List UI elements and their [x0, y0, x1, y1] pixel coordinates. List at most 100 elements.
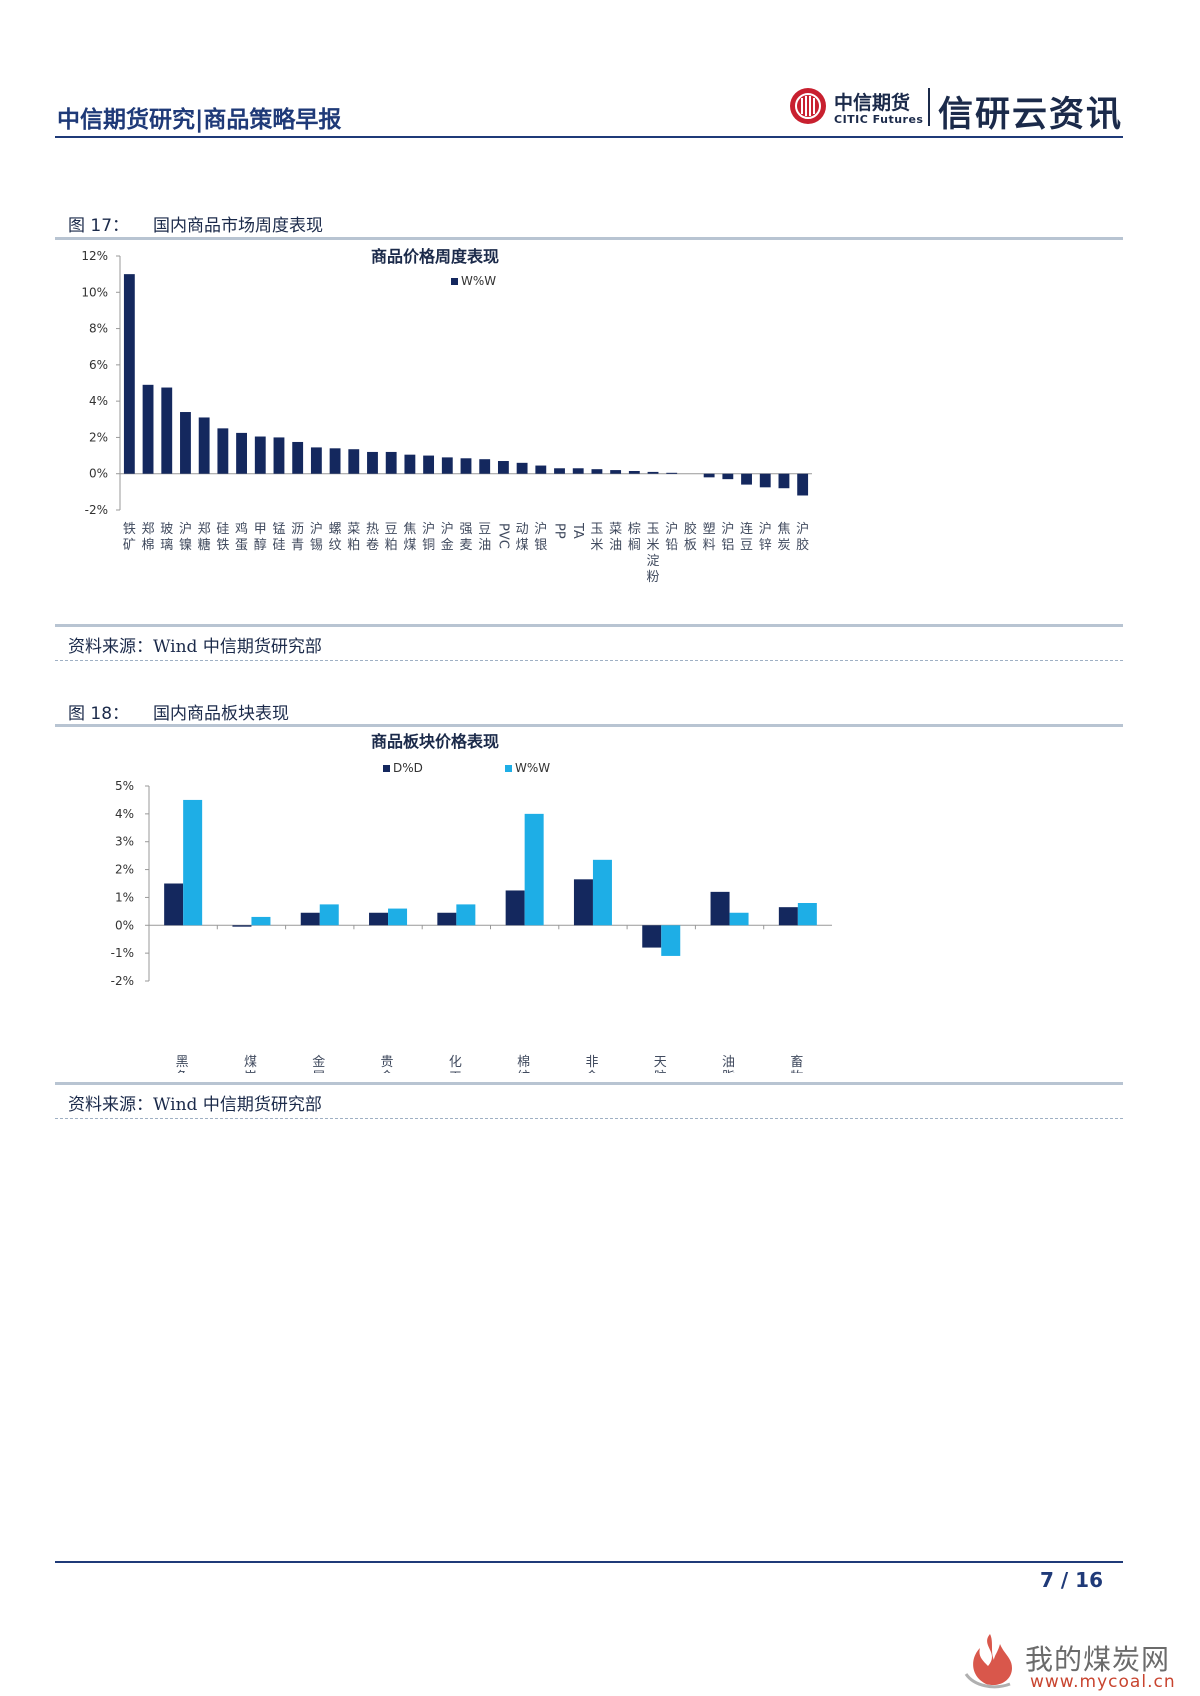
sector-commodity-chart: 商品板块价格表现 D%D W%W 5% 4% 3% 2% 1% 0% -1% -2% 黑色 煤炭…: [111, 732, 832, 1073]
chart-axes: 12% 10% 8% 6% 4% 2% 0% -2%: [81, 249, 812, 517]
category-label: 沪镍: [179, 521, 192, 553]
category-label: 连豆: [740, 521, 753, 553]
y-tick-label: -1%: [111, 946, 134, 960]
bar: [198, 417, 210, 474]
figure-17-bottom-rule: [55, 660, 1123, 661]
figure-17-top-rule: [55, 237, 1123, 240]
legend-label-wow: W%W: [515, 761, 550, 775]
bar: [647, 471, 659, 474]
chart-title: 商品板块价格表现: [371, 732, 499, 751]
figure-18-source-rule: [55, 1082, 1123, 1085]
category-label: 贵金属: [381, 1055, 394, 1073]
y-tick-label: 0%: [89, 467, 108, 481]
bar: [180, 412, 191, 474]
bar-wow: [661, 925, 681, 956]
bar-dod: [369, 912, 389, 926]
category-label: 棉纺糖: [517, 1055, 530, 1073]
category-label: 胶板: [684, 521, 697, 553]
bar: [628, 470, 640, 474]
category-label: PVC: [495, 523, 510, 549]
figure-18-title: 图 18： 国内商品板块表现: [68, 699, 289, 724]
category-label: 沪金: [441, 521, 454, 553]
bar-dod: [505, 890, 525, 926]
y-tick-label: 1%: [115, 890, 134, 904]
y-tick-label: -2%: [111, 974, 134, 988]
bar-wow: [729, 912, 749, 926]
y-tick-label: 4%: [89, 394, 108, 408]
category-label: 玻璃: [160, 522, 173, 553]
bar: [759, 473, 771, 488]
figure-18-source: 资料来源：Wind 中信期货研究部: [68, 1095, 322, 1115]
bar: [348, 449, 360, 474]
brand-name-cn: 中信期货: [834, 92, 911, 114]
legend-swatch-dod: [383, 765, 390, 772]
brand-name-en: CITIC Futures: [834, 113, 924, 126]
y-tick-label: 8%: [89, 322, 108, 336]
bar: [703, 473, 715, 478]
category-label: 沪胶: [796, 521, 809, 553]
citic-logo-icon: [790, 88, 826, 124]
category-label: TA: [570, 522, 585, 539]
bar: [217, 428, 229, 474]
bar: [460, 458, 472, 474]
bar-wow: [456, 904, 476, 926]
bar: [385, 451, 397, 474]
bar: [797, 473, 809, 496]
chart-category-labels: 铁矿郑棉玻璃沪镍郑糖硅铁鸡蛋甲醇锰硅沥青沪锡螺纹菜粕热卷豆粕焦煤沪铜沪金强麦豆油…: [123, 521, 809, 585]
bar-dod: [710, 891, 730, 926]
category-label: 焦炭: [777, 522, 790, 553]
category-label: 棕榈: [628, 522, 641, 553]
category-label: 天胶: [654, 1055, 667, 1073]
y-tick-label: 3%: [115, 835, 134, 849]
bar: [497, 461, 509, 474]
category-label: 沪银: [534, 521, 547, 553]
chart-title: 商品价格周度表现: [371, 247, 499, 266]
bar: [516, 462, 528, 474]
figure-17-title: 图 17： 国内商品市场周度表现: [68, 211, 323, 236]
category-label: 金属: [312, 1054, 325, 1073]
y-tick-label: 12%: [81, 249, 108, 263]
y-tick-label: 2%: [89, 430, 108, 444]
bar: [722, 473, 734, 480]
category-label: 硅铁: [216, 522, 229, 553]
weekly-commodity-chart: 商品价格周度表现 W%W 12%10%8%6%4%2%0%-2% 铁矿郑棉玻璃沪…: [81, 247, 812, 585]
chart-axes: 5% 4% 3% 2% 1% 0% -1% -2%: [111, 779, 832, 988]
watermark-text: 我的煤炭网: [1025, 1643, 1171, 1676]
category-label: 玉米淀粉: [647, 522, 660, 585]
bar: [479, 459, 491, 474]
figure-17-source: 资料来源：Wind 中信期货研究部: [68, 637, 322, 657]
bar: [236, 432, 247, 474]
category-label: 煤炭: [244, 1055, 257, 1073]
bar: [572, 468, 584, 474]
page-number: 7 / 16: [1040, 1568, 1103, 1592]
category-label: 郑棉: [142, 522, 155, 553]
bar: [610, 470, 622, 474]
bar-dod: [232, 925, 252, 927]
bar-dod: [573, 879, 593, 926]
category-label: 动煤: [516, 522, 529, 553]
figure-18-number: 图 18：: [68, 704, 130, 724]
figure-18-top-rule: [55, 724, 1123, 727]
category-label: 沪铅: [665, 521, 678, 553]
y-tick-label: 10%: [81, 285, 108, 299]
bar-wow: [388, 908, 408, 926]
chart-category-labels: 黑色 煤炭 金属 贵金属 化工 棉纺糖 非金属建材 天胶 油脂 畜牧谷物: [176, 1054, 804, 1073]
bar: [535, 465, 547, 474]
bar: [404, 454, 416, 474]
bar: [310, 447, 322, 474]
figure-17-caption: 国内商品市场周度表现: [153, 216, 323, 236]
category-label: 热卷: [366, 522, 379, 553]
category-label: 甲醇: [254, 522, 267, 553]
legend-swatch-wow: [505, 765, 512, 772]
category-label: 塑料: [703, 522, 716, 553]
category-label: 沪铜: [422, 521, 435, 553]
bar: [123, 274, 135, 474]
bar: [273, 437, 285, 474]
category-label: 锰硅: [272, 522, 285, 553]
bar-dod: [300, 912, 320, 926]
report-title: 中信期货研究|商品策略早报: [57, 107, 342, 133]
bar: [591, 469, 603, 474]
bar-wow: [183, 799, 203, 926]
bar-wow: [524, 813, 544, 926]
bar-wow: [797, 903, 817, 926]
